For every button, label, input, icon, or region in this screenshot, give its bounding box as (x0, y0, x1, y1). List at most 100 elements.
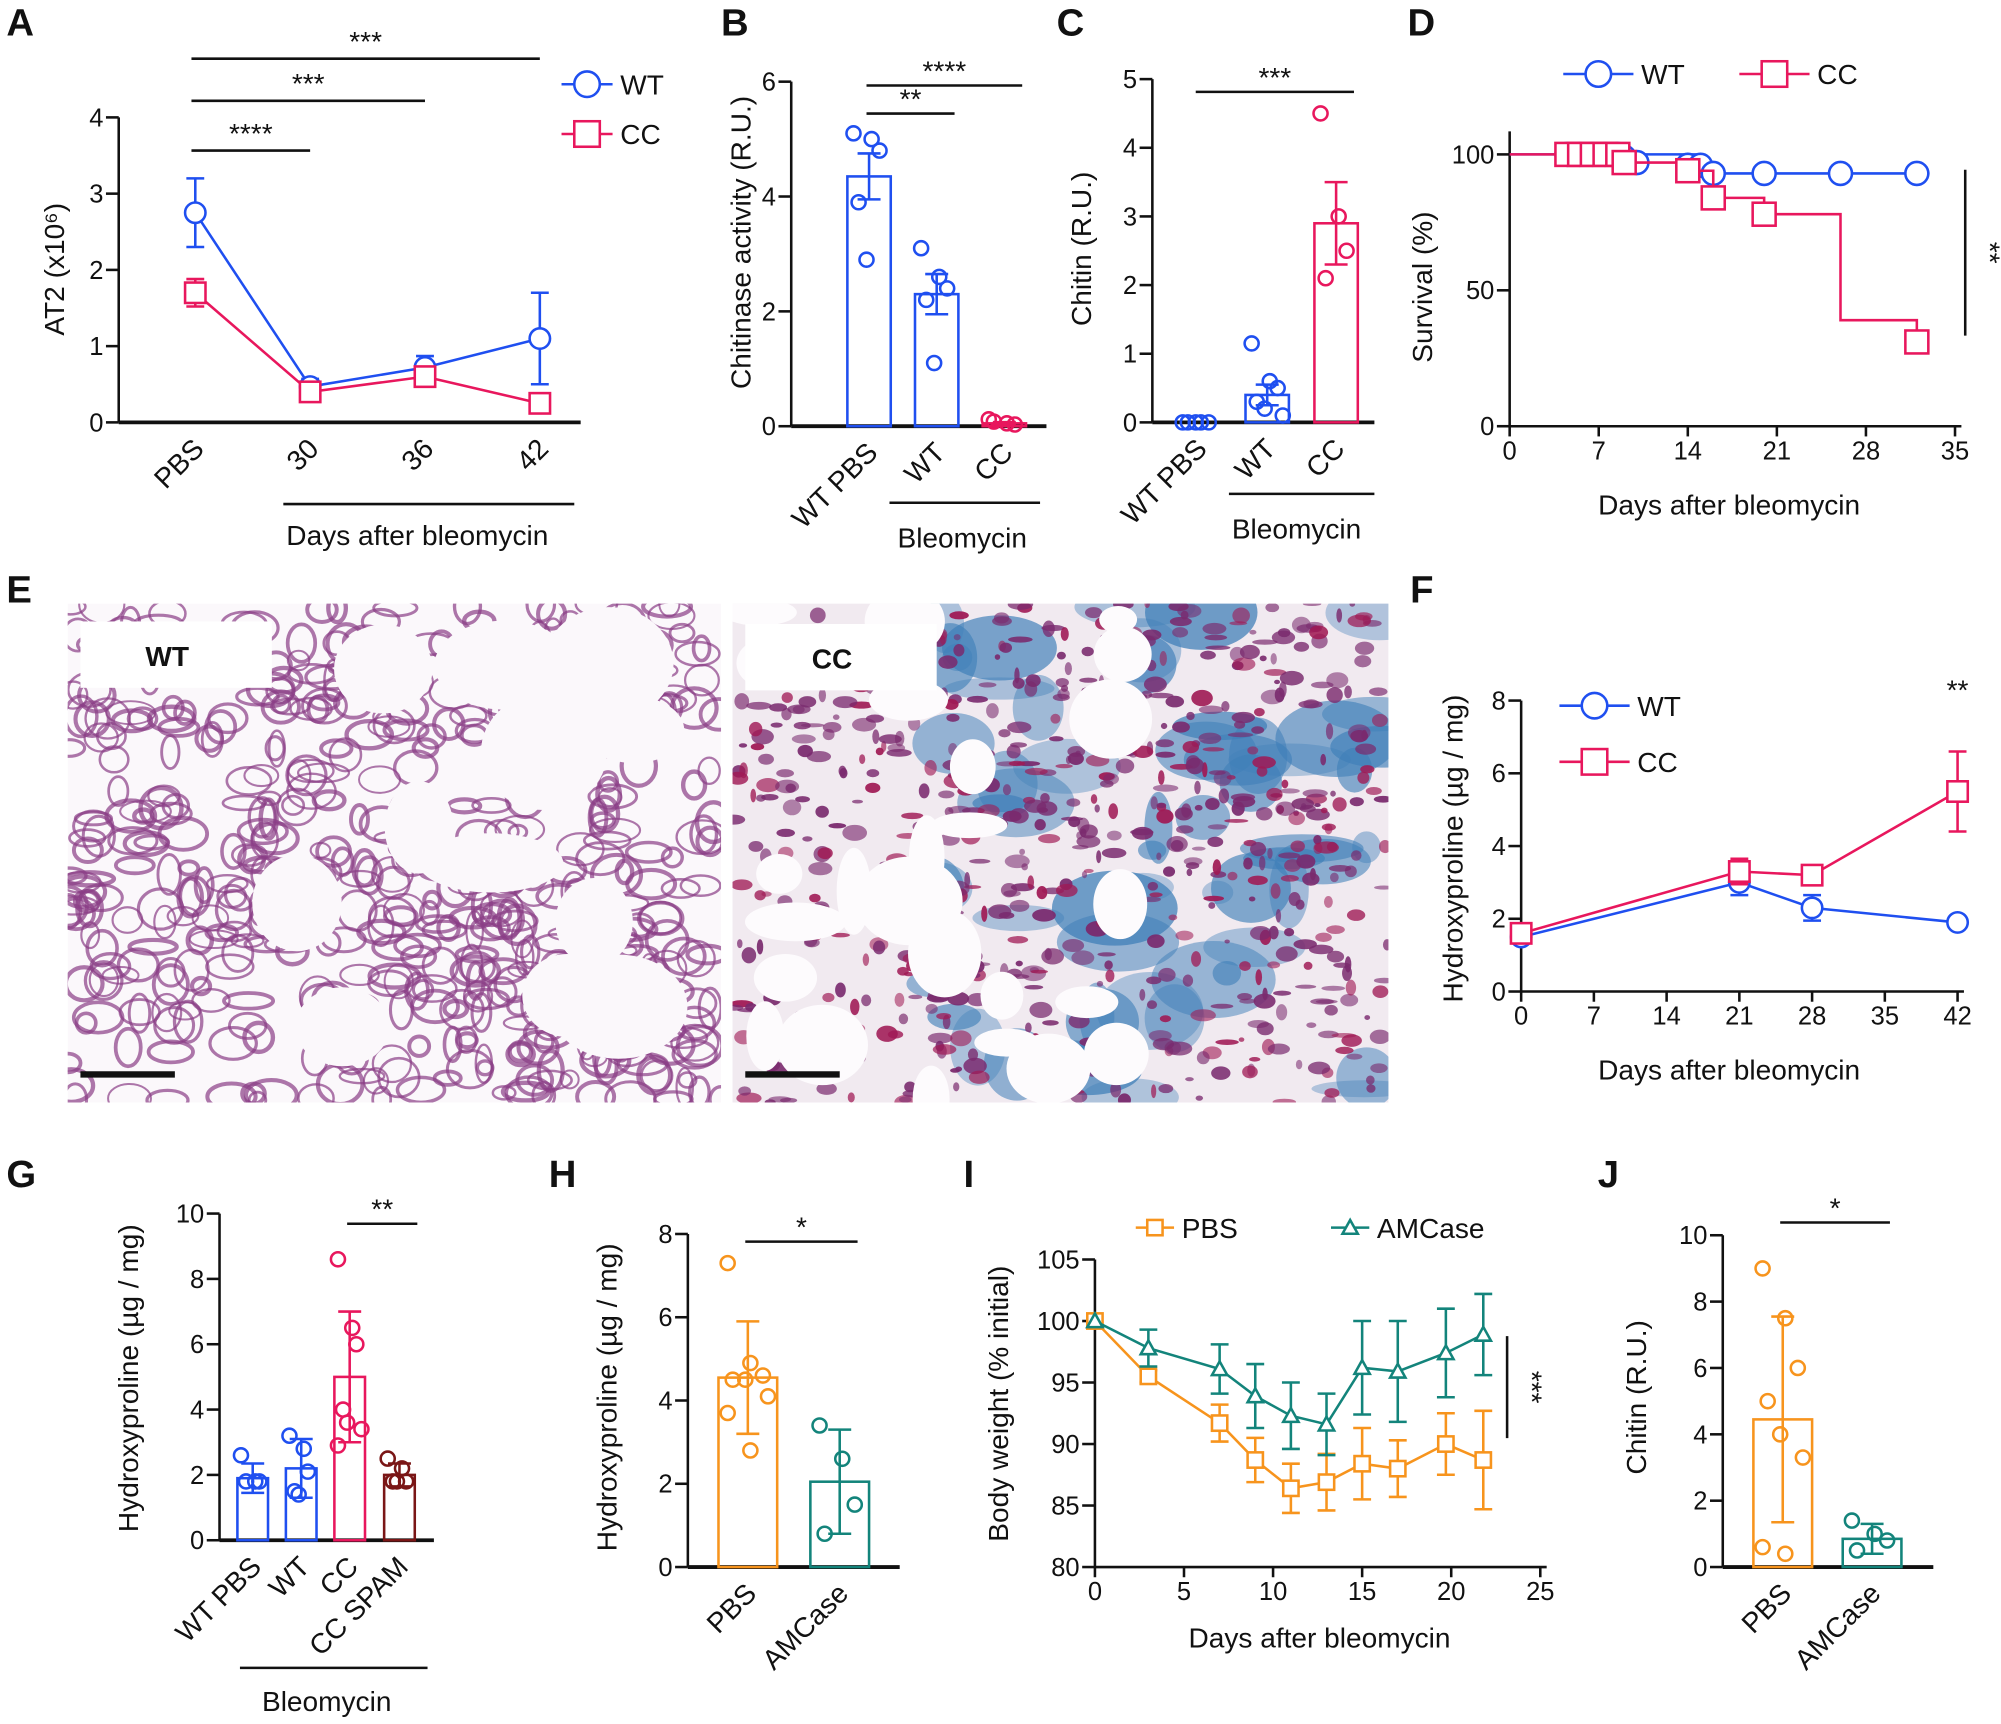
tissue-stain (1186, 868, 1193, 877)
alveolus (356, 918, 407, 946)
tissue-stain (1211, 1066, 1231, 1080)
alveolus (588, 817, 642, 843)
tissue-stain (1172, 627, 1189, 638)
bar-group (1243, 335, 1292, 424)
tissue-stain (1378, 840, 1389, 854)
tissue-stain (1169, 616, 1192, 627)
airspace (1084, 1022, 1149, 1086)
x-axis-label: Days after bleomycin (1598, 489, 1860, 520)
tissue-stain (850, 998, 860, 1016)
tissue-stain (1163, 866, 1176, 877)
tissue-stain (1103, 773, 1119, 785)
significance-stars: ** (371, 1194, 393, 1225)
x-tick-label: 7 (1592, 437, 1606, 465)
alveolus (388, 988, 414, 1031)
tissue-stain (1104, 960, 1113, 970)
y-tick-label: 8 (1492, 688, 1506, 716)
alveolus (458, 950, 496, 984)
tissue-stain (1166, 1041, 1193, 1056)
tissue-stain (1237, 993, 1253, 1001)
tissue-stain (903, 972, 914, 977)
tissue-stain (835, 982, 846, 998)
y-tick-label: 6 (1693, 1355, 1707, 1383)
data-point (1473, 1324, 1494, 1342)
data-point (1317, 1473, 1336, 1492)
x-category-label: WT PBS (1115, 433, 1213, 531)
x-category-label: PBS (148, 433, 210, 495)
x-tick-label: 42 (1943, 1003, 1971, 1031)
tissue-stain (908, 994, 923, 1000)
tissue-stain (1293, 641, 1310, 652)
tissue-stain (1270, 883, 1281, 899)
tissue-stain (1346, 909, 1366, 921)
tissue-stain (800, 723, 825, 728)
data-point (1794, 1449, 1812, 1466)
bar-group (1174, 414, 1218, 431)
tissue-stain (1168, 603, 1189, 612)
tissue-stain (1207, 836, 1224, 847)
y-tick-label: 3 (1123, 203, 1137, 231)
data-point (1243, 335, 1260, 352)
tissue-stain (1076, 831, 1083, 840)
tissue-stain (1227, 732, 1254, 738)
alveolus (88, 962, 120, 998)
y-tick-label: 2 (658, 1471, 672, 1499)
tissue-stain (992, 616, 1012, 626)
legend-label: CC (1817, 59, 1858, 90)
tissue-stain (1215, 1039, 1239, 1045)
tissue-stain (1090, 794, 1098, 804)
data-point (1340, 1217, 1360, 1236)
alveolus (189, 975, 213, 997)
bar-group (845, 125, 893, 428)
alveolus (344, 718, 395, 751)
tissue-stain (1302, 789, 1328, 798)
data-point (286, 1482, 303, 1500)
tissue-stain (1065, 755, 1072, 765)
alveolus (330, 846, 355, 877)
tissue-stain (953, 644, 965, 657)
histology-panel: WT CC (67, 603, 1389, 1103)
y-tick-label: 0 (1480, 413, 1494, 441)
y-tick-label: 0 (1123, 409, 1137, 437)
tissue-stain (1141, 629, 1162, 641)
data-point (1352, 1357, 1372, 1376)
series-line (1094, 1320, 1484, 1490)
data-point (573, 70, 602, 99)
data-point (1006, 416, 1024, 433)
tissue-stain (1324, 1088, 1340, 1098)
tissue-stain (822, 992, 835, 1003)
tissue-stain (1207, 824, 1227, 830)
alveolus (421, 946, 460, 985)
tissue-stain (1024, 681, 1038, 697)
data-point (1848, 1542, 1866, 1559)
tissue-stain (1296, 854, 1316, 869)
alveolus (647, 603, 696, 631)
x-category-label: 30 (281, 433, 325, 477)
tissue-stain (1224, 818, 1249, 823)
y-tick-label: 8 (1693, 1289, 1707, 1317)
tissue-stain (963, 1057, 987, 1075)
tissue-stain (816, 1082, 837, 1095)
tissue-stain (1239, 961, 1251, 972)
alveolus (587, 797, 609, 838)
data-point (237, 1473, 255, 1490)
tissue-stain (1272, 1098, 1297, 1103)
tissue-stain (1355, 743, 1377, 755)
tissue-stain (795, 796, 810, 803)
alveolus (67, 738, 87, 758)
tissue-stain (1253, 707, 1265, 717)
alveolus (285, 622, 318, 664)
tissue-stain (832, 696, 858, 709)
alveolus (531, 1080, 557, 1103)
tissue-stain (776, 828, 795, 838)
data-point (232, 1447, 250, 1464)
tissue-stain (925, 1003, 938, 1014)
tissue-stain (1055, 883, 1078, 897)
tissue-stain (1324, 1004, 1338, 1016)
tissue-stain (1278, 852, 1301, 859)
tissue-stain (737, 939, 743, 949)
y-tick-label: 2 (1492, 906, 1506, 934)
data-point (295, 1440, 313, 1458)
tissue-stain (1158, 967, 1176, 982)
data-point (1727, 860, 1751, 883)
